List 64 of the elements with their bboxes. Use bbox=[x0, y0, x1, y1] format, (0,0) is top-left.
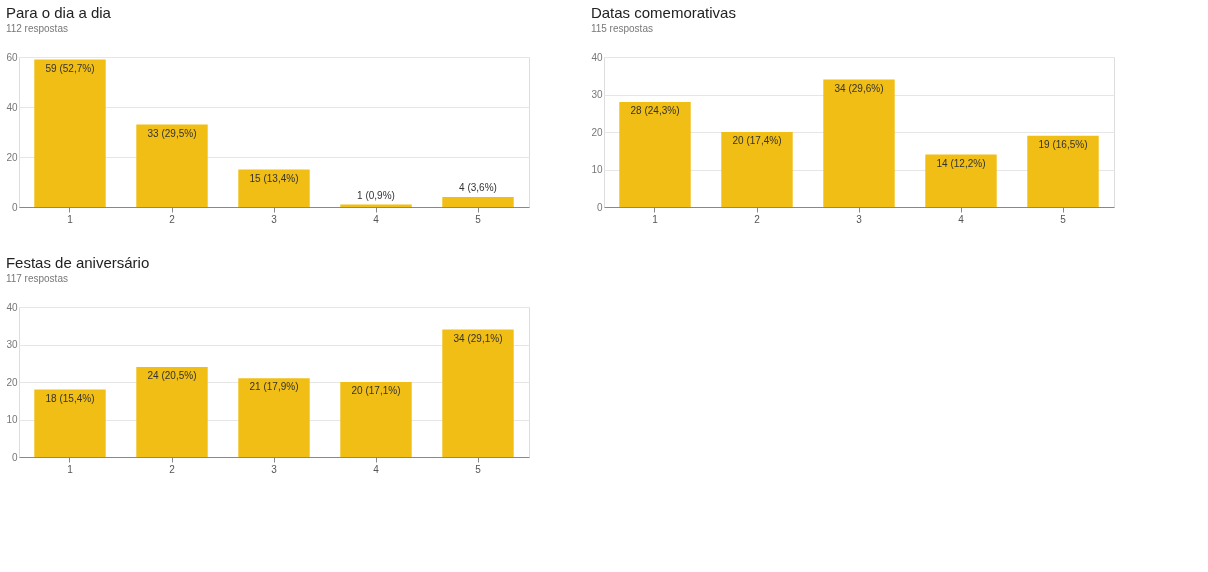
y-tick-label: 20 bbox=[591, 126, 603, 138]
x-tick-label: 5 bbox=[475, 213, 482, 225]
y-tick-label: 20 bbox=[6, 151, 18, 163]
data-label: 28 (24,3%) bbox=[630, 105, 680, 116]
data-label: 59 (52,7%) bbox=[45, 62, 95, 74]
data-label: 34 (29,6%) bbox=[834, 82, 884, 94]
x-tick-label: 3 bbox=[271, 213, 278, 225]
y-tick-label: 40 bbox=[591, 51, 603, 63]
data-label: 14 (12,2%) bbox=[936, 157, 986, 169]
data-label: 33 (29,5%) bbox=[147, 127, 197, 139]
bar bbox=[1027, 135, 1099, 207]
data-label: 4 (3,6%) bbox=[459, 182, 497, 193]
bar bbox=[619, 102, 691, 207]
y-tick-label: 0 bbox=[11, 201, 18, 213]
chart-title: Festas de aniversário bbox=[5, 254, 150, 271]
data-label: 34 (29,1%) bbox=[453, 332, 503, 344]
x-tick-label: 4 bbox=[373, 463, 380, 475]
y-tick-label: 0 bbox=[11, 451, 18, 463]
bar bbox=[721, 132, 793, 207]
bar bbox=[925, 154, 997, 207]
y-tick-label: 40 bbox=[6, 101, 18, 113]
bar bbox=[442, 329, 514, 457]
data-label: 15 (13,4%) bbox=[249, 172, 299, 184]
y-tick-label: 30 bbox=[6, 339, 18, 350]
x-tick-label: 1 bbox=[67, 213, 74, 225]
bar bbox=[442, 197, 514, 207]
data-label: 24 (20,5%) bbox=[147, 370, 197, 381]
data-label: 18 (15,4%) bbox=[45, 392, 95, 404]
bar bbox=[238, 378, 310, 457]
bar bbox=[238, 169, 310, 207]
chart-subtitle: 112 respostas bbox=[5, 23, 68, 34]
y-tick-label: 20 bbox=[6, 376, 18, 388]
bar bbox=[136, 124, 208, 207]
x-tick-label: 5 bbox=[1060, 213, 1067, 225]
data-label: 19 (16,5%) bbox=[1038, 138, 1088, 150]
x-tick-label: 2 bbox=[754, 213, 761, 225]
y-tick-label: 60 bbox=[6, 51, 18, 63]
data-label: 1 (0,9%) bbox=[357, 189, 395, 201]
y-tick-label: 40 bbox=[6, 301, 18, 313]
bar bbox=[136, 367, 208, 457]
y-tick-label: 30 bbox=[591, 89, 603, 100]
x-tick-label: 4 bbox=[958, 213, 965, 225]
x-tick-label: 3 bbox=[271, 463, 278, 475]
chart-title: Datas comemorativas bbox=[590, 4, 736, 21]
data-label: 21 (17,9%) bbox=[249, 381, 299, 393]
x-tick-label: 2 bbox=[169, 463, 176, 475]
chart-title: Para o dia a dia bbox=[5, 4, 112, 21]
x-tick-label: 2 bbox=[169, 213, 176, 225]
bar bbox=[823, 79, 895, 207]
y-tick-label: 10 bbox=[591, 164, 603, 175]
bar bbox=[34, 389, 106, 457]
data-label: 20 (17,4%) bbox=[732, 135, 782, 146]
chart-subtitle: 115 respostas bbox=[590, 23, 653, 34]
bar bbox=[34, 59, 106, 207]
x-tick-label: 5 bbox=[475, 463, 482, 475]
y-tick-label: 0 bbox=[596, 201, 603, 213]
x-tick-label: 4 bbox=[373, 213, 380, 225]
data-label: 20 (17,1%) bbox=[351, 385, 401, 396]
x-tick-label: 1 bbox=[652, 213, 659, 225]
chart-subtitle: 117 respostas bbox=[5, 273, 68, 284]
y-tick-label: 10 bbox=[6, 414, 18, 425]
bar bbox=[340, 382, 412, 457]
x-tick-label: 3 bbox=[856, 213, 863, 225]
x-tick-label: 1 bbox=[67, 463, 74, 475]
